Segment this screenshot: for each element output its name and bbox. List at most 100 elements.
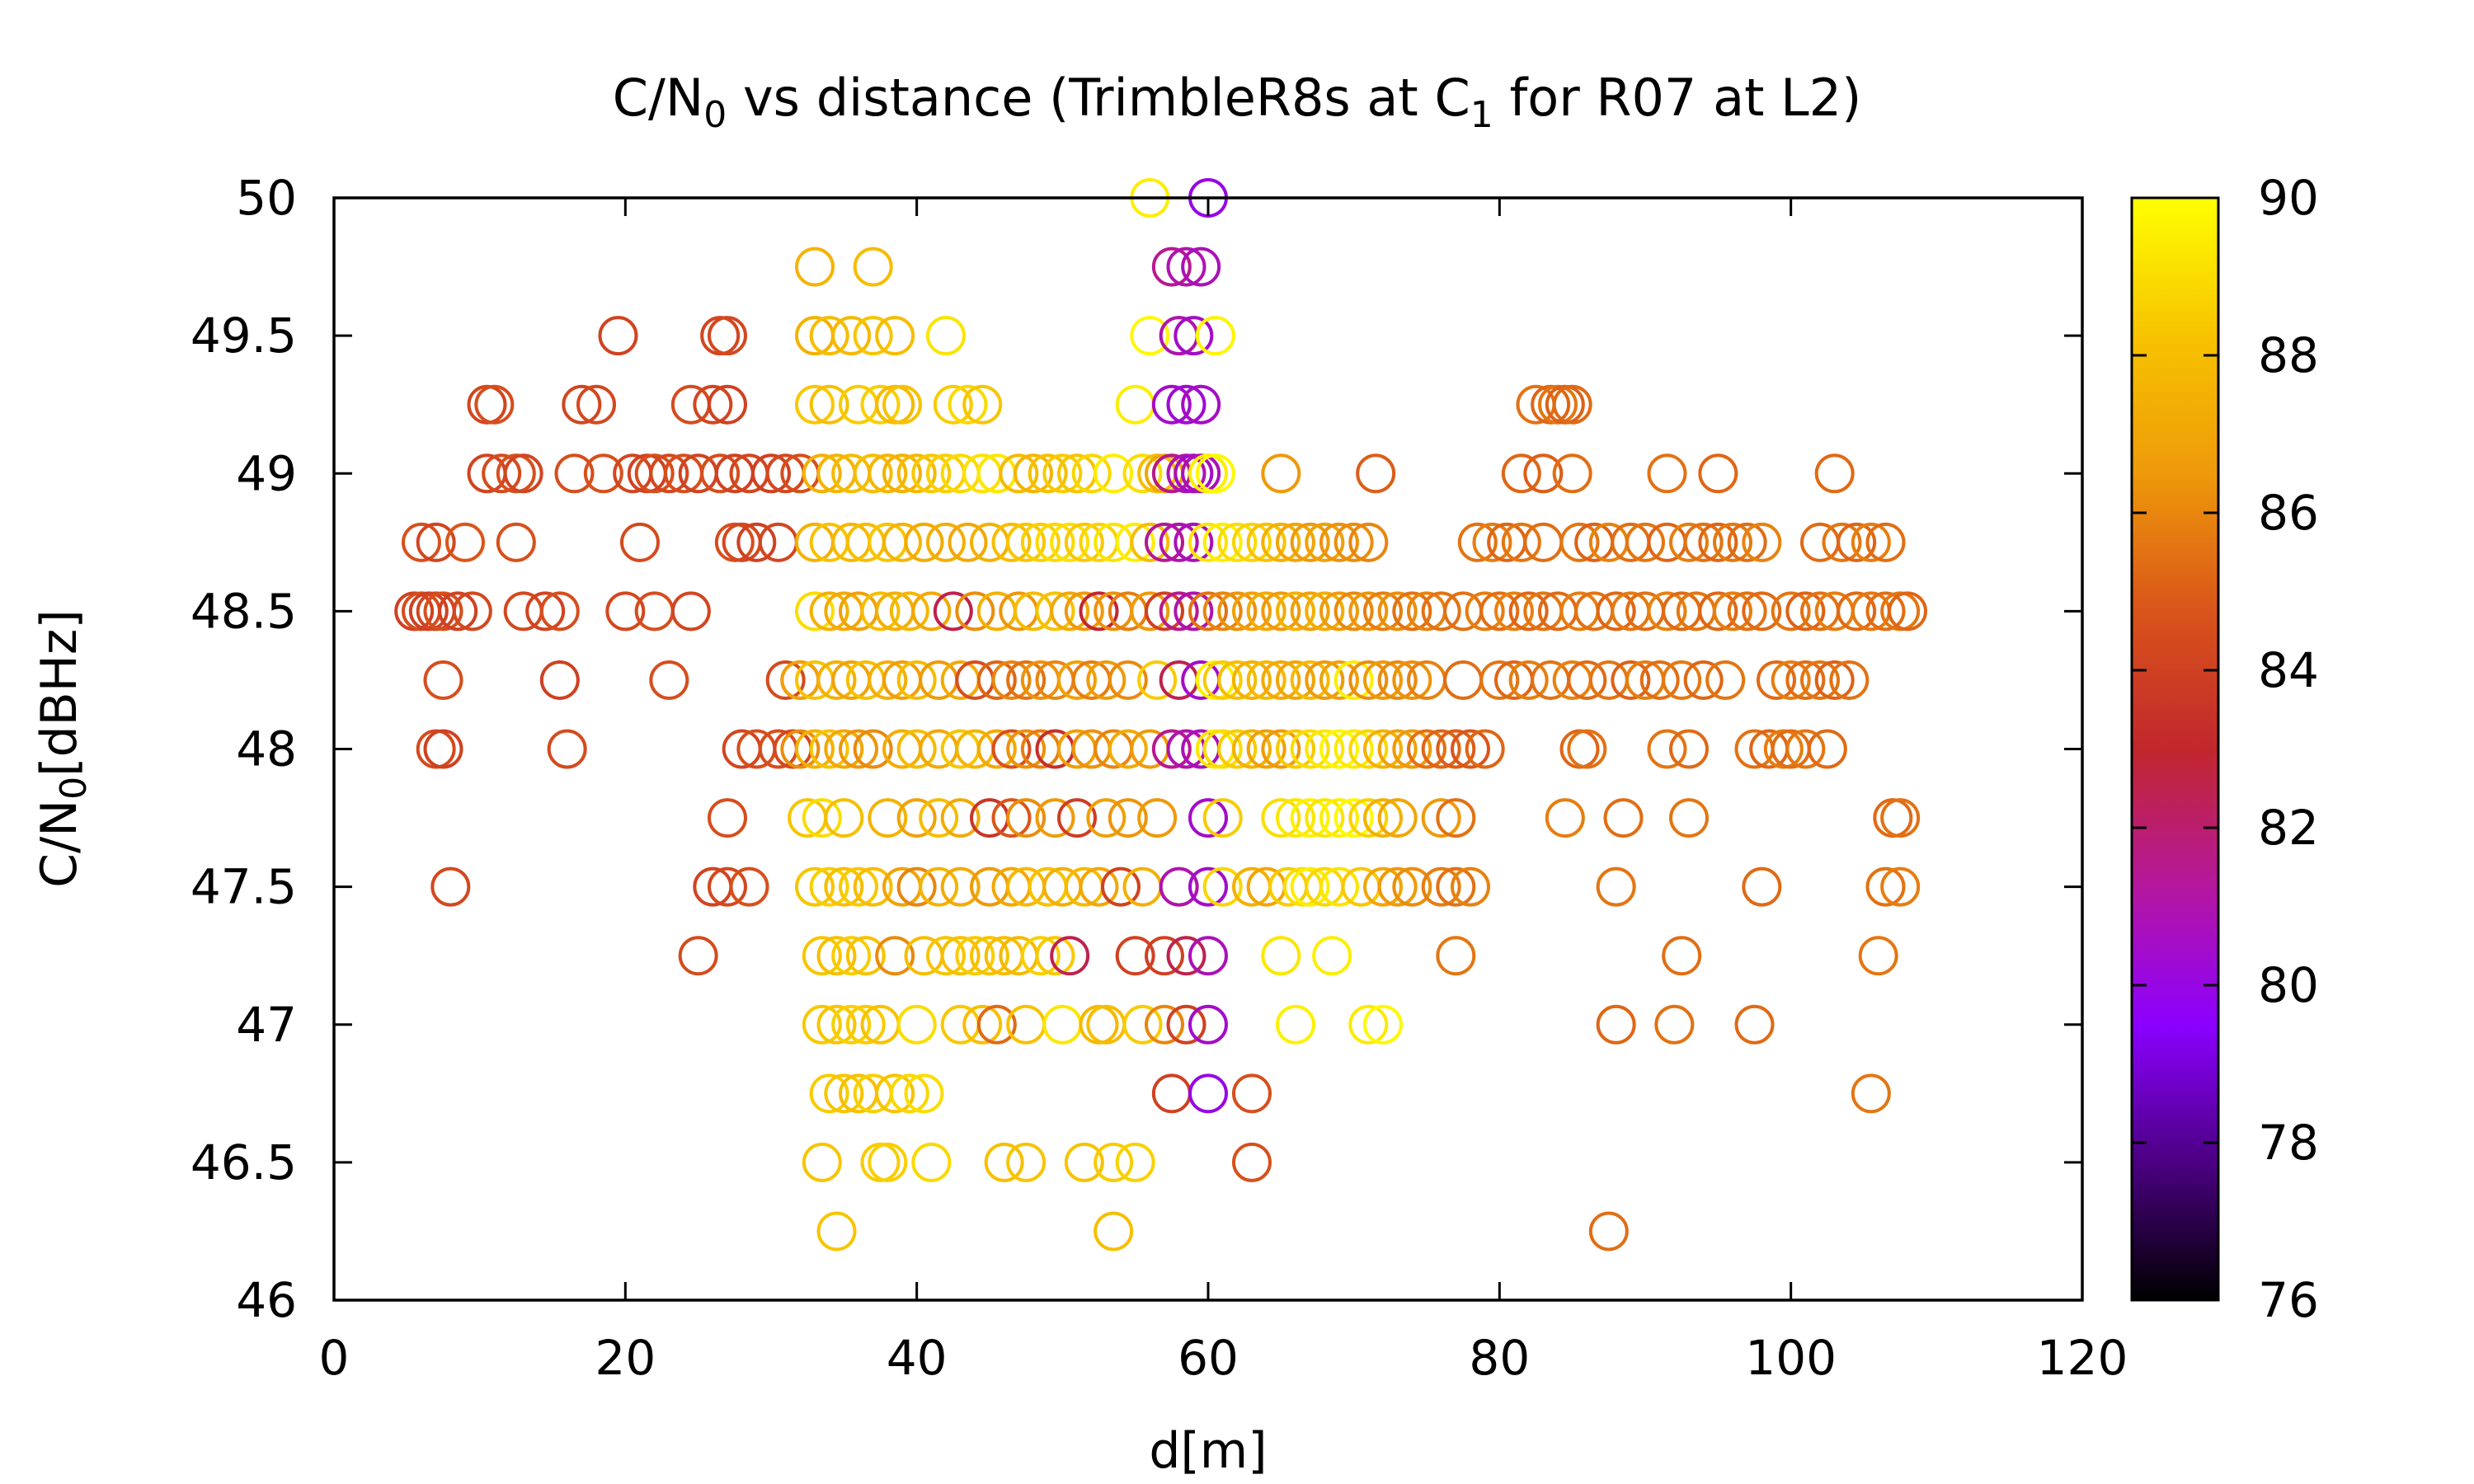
- data-point: [795, 247, 835, 287]
- data-point: [1647, 453, 1687, 494]
- data-point: [824, 729, 864, 769]
- data-point: [1392, 729, 1432, 769]
- data-point: [1115, 1142, 1155, 1182]
- data-point: [970, 936, 1009, 976]
- data-point: [976, 660, 1017, 700]
- data-point: [1436, 866, 1476, 907]
- data-point: [875, 1073, 915, 1114]
- data-point: [1363, 1004, 1403, 1045]
- data-point: [758, 522, 798, 562]
- data-point: [1006, 522, 1047, 562]
- data-point: [1356, 453, 1396, 494]
- data-point: [1596, 866, 1636, 907]
- data-point: [1654, 1004, 1695, 1045]
- data-point: [1232, 1142, 1272, 1182]
- data-point: [1115, 384, 1155, 425]
- data-point: [1217, 729, 1258, 769]
- data-point: [1115, 936, 1155, 976]
- data-point: [547, 729, 587, 769]
- data-point: [1851, 522, 1891, 562]
- data-point: [1800, 522, 1840, 562]
- data-point: [1137, 660, 1178, 700]
- data-point: [1888, 591, 1927, 632]
- data-point: [970, 522, 1009, 562]
- data-point: [1305, 729, 1345, 769]
- data-point: [1647, 522, 1687, 562]
- data-point: [1479, 660, 1520, 700]
- data-point: [1137, 798, 1178, 838]
- data-point: [1596, 591, 1636, 632]
- data-point: [1159, 660, 1199, 700]
- data-point: [1771, 591, 1811, 632]
- y-tick-label: 48.5: [190, 583, 297, 639]
- data-point: [809, 866, 849, 907]
- data-point: [765, 660, 806, 700]
- data-point: [831, 316, 872, 356]
- data-point: [1348, 798, 1389, 838]
- data-point: [1122, 453, 1163, 494]
- data-point: [896, 798, 937, 838]
- colorbar-tick-label: 78: [2258, 1115, 2319, 1171]
- data-point: [1305, 591, 1345, 632]
- data-point: [1042, 453, 1083, 494]
- data-point: [1188, 522, 1228, 562]
- data-point: [1377, 866, 1418, 907]
- data-point: [991, 660, 1032, 700]
- data-point: [1683, 522, 1724, 562]
- data-point: [1108, 729, 1148, 769]
- data-point: [882, 522, 922, 562]
- colorbar-tick-label: 84: [2258, 642, 2319, 698]
- data-point: [919, 798, 959, 838]
- data-point: [1145, 591, 1184, 632]
- data-point: [1159, 522, 1199, 562]
- data-point: [1035, 522, 1075, 562]
- data-point: [1232, 729, 1272, 769]
- data-point: [1079, 591, 1119, 632]
- data-point: [1880, 866, 1921, 907]
- data-point: [875, 936, 915, 976]
- data-point: [1057, 798, 1097, 838]
- data-point: [1094, 1211, 1134, 1252]
- data-point: [1771, 660, 1811, 700]
- data-point: [539, 591, 580, 632]
- x-axis-label: d[m]: [1149, 1422, 1267, 1480]
- title-subscript-2: 1: [1470, 94, 1493, 136]
- data-point: [708, 798, 747, 838]
- data-point: [976, 729, 1017, 769]
- data-point: [809, 384, 849, 425]
- data-point: [1130, 729, 1170, 769]
- data-point: [984, 1142, 1024, 1182]
- x-tick-label: 0: [319, 1330, 350, 1386]
- data-point: [1333, 729, 1374, 769]
- x-tick-label: 60: [1178, 1330, 1239, 1386]
- data-point: [904, 1073, 944, 1114]
- data-point: [1057, 660, 1097, 700]
- data-point: [1020, 936, 1061, 976]
- data-point: [1145, 453, 1184, 494]
- data-point: [678, 936, 718, 976]
- data-point: [1094, 453, 1134, 494]
- data-point: [1785, 591, 1826, 632]
- data-point: [976, 591, 1017, 632]
- data-point: [809, 591, 849, 632]
- data-point: [1035, 936, 1075, 976]
- data-point: [1319, 866, 1359, 907]
- data-point: [896, 453, 937, 494]
- data-point: [1436, 798, 1476, 838]
- data-point: [1290, 522, 1330, 562]
- y-tick-label: 50: [236, 170, 297, 226]
- data-point: [423, 660, 463, 700]
- data-point: [620, 522, 660, 562]
- data-point: [1319, 522, 1359, 562]
- data-point: [976, 1004, 1017, 1045]
- data-point: [926, 936, 966, 976]
- data-point: [1305, 798, 1345, 838]
- data-point: [1647, 591, 1687, 632]
- data-point: [1436, 936, 1476, 976]
- colorbar-tick-label: 76: [2258, 1272, 2319, 1328]
- data-point: [1261, 660, 1301, 700]
- data-point: [1202, 866, 1243, 907]
- data-point: [1348, 729, 1389, 769]
- data-point: [1290, 866, 1330, 907]
- data-point: [911, 1142, 952, 1182]
